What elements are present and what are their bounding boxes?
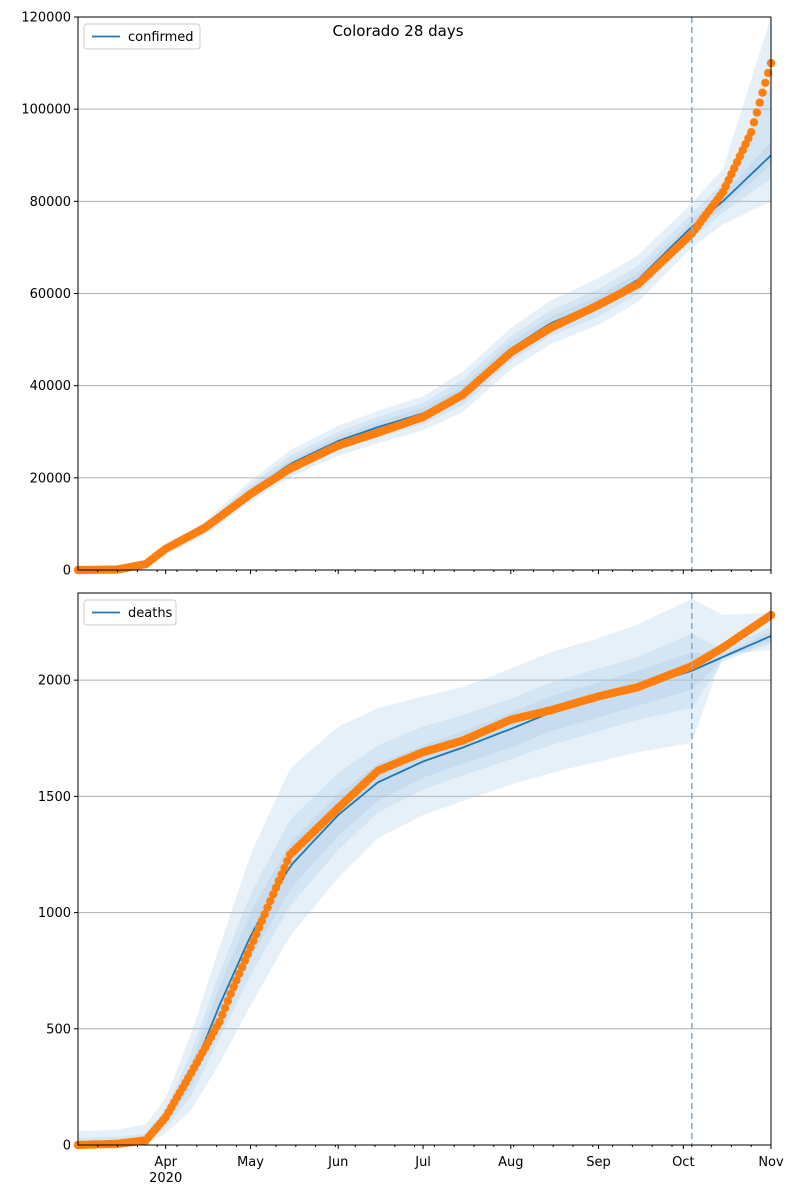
observed-point xyxy=(263,903,272,912)
plot-frame xyxy=(77,592,772,1146)
x-tick-label: Jul xyxy=(414,1155,431,1170)
observed-point xyxy=(226,989,235,999)
y-tick-label: 0 xyxy=(63,1139,71,1154)
x-tick-label: May xyxy=(237,1155,264,1170)
observed-point xyxy=(266,896,275,906)
observed-point xyxy=(235,969,244,978)
x-tick-label: Jun xyxy=(327,1155,348,1170)
y-tick-label: 40000 xyxy=(30,379,71,394)
y-tick-label: 1000 xyxy=(38,906,71,921)
confidence-band xyxy=(691,626,771,708)
y-tick-label: 80000 xyxy=(30,195,71,210)
observed-point xyxy=(752,108,762,117)
y-tick-label: 0 xyxy=(63,564,71,579)
observed-point xyxy=(220,1003,230,1013)
legend-label: deaths xyxy=(128,606,173,621)
observed-point xyxy=(254,923,264,932)
y-tick-label: 2000 xyxy=(38,674,71,689)
x-tick-label: Aug xyxy=(498,1155,523,1170)
confirmed-panel: 0 20000 40000 60000 80000 100000 120000 confirm… xyxy=(21,11,776,579)
observed-point xyxy=(218,1010,227,1019)
observed-point xyxy=(232,976,241,985)
observed-point xyxy=(271,883,281,892)
x-tick-label: Oct xyxy=(672,1155,694,1170)
observed-point xyxy=(240,956,250,965)
legend-box xyxy=(83,23,201,50)
observed-point xyxy=(269,890,278,899)
x-tick-label: Apr xyxy=(154,1155,177,1170)
observed-point xyxy=(755,98,764,107)
observed-point xyxy=(277,870,286,879)
observed-point xyxy=(260,910,269,919)
observed-point xyxy=(283,856,292,866)
observed-point xyxy=(280,863,289,872)
observed-point xyxy=(747,128,756,137)
model-line xyxy=(77,154,772,571)
chart-title: Colorado 28 days xyxy=(332,22,463,40)
y-tick-label: 120000 xyxy=(21,11,71,26)
observed-point xyxy=(243,949,252,959)
observed-point xyxy=(246,943,255,952)
observed-point xyxy=(764,68,773,78)
x-tick-sublabel: 2020 xyxy=(149,1171,182,1186)
y-tick-label: 500 xyxy=(46,1022,71,1037)
y-tick-label: 1500 xyxy=(38,790,71,805)
observed-point xyxy=(257,916,267,926)
observed-point xyxy=(761,78,770,88)
x-tick-label: Sep xyxy=(586,1155,611,1170)
confidence-band xyxy=(691,598,771,743)
confidence-band xyxy=(78,213,692,571)
observed-point xyxy=(229,982,238,992)
observed-point xyxy=(223,996,233,1006)
confidence-band xyxy=(78,203,692,570)
confidence-band xyxy=(78,598,692,1145)
plot-frame xyxy=(77,16,772,571)
confidence-band xyxy=(78,220,692,570)
y-tick-label: 100000 xyxy=(21,103,71,118)
y-tick-label: 60000 xyxy=(30,287,71,302)
confidence-band xyxy=(78,652,692,1145)
observed-point xyxy=(237,963,247,972)
observed-point xyxy=(252,930,261,939)
confidence-band xyxy=(691,631,771,690)
y-tick-label: 20000 xyxy=(30,471,71,486)
confidence-band xyxy=(691,17,771,248)
observed-point xyxy=(274,876,283,886)
observed-point xyxy=(249,936,258,945)
observed-point xyxy=(215,1017,224,1026)
observed-point xyxy=(749,118,759,127)
x-tick-label: Nov xyxy=(758,1155,784,1170)
legend-box xyxy=(83,599,177,626)
observed-point xyxy=(758,88,767,97)
confidence-band xyxy=(691,86,771,239)
legend-label: confirmed xyxy=(128,30,194,45)
